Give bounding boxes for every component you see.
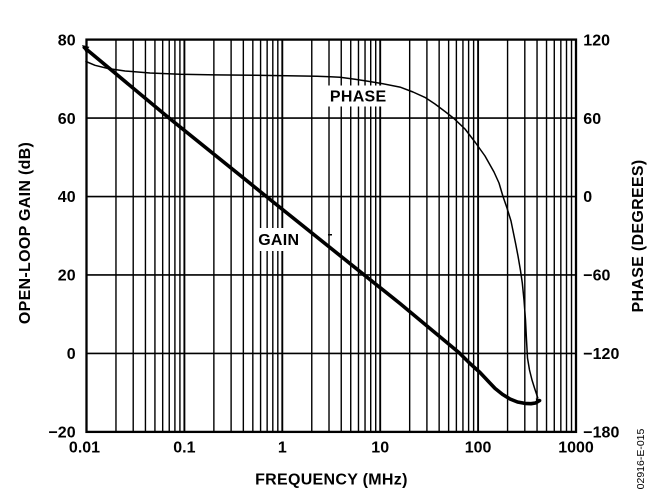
svg-text:−60: −60	[583, 268, 610, 285]
svg-text:1000: 1000	[558, 440, 594, 457]
svg-text:120: 120	[583, 32, 610, 49]
svg-text:0: 0	[67, 346, 76, 363]
svg-text:20: 20	[58, 268, 76, 285]
svg-text:0: 0	[583, 189, 592, 206]
svg-text:PHASE: PHASE	[330, 89, 387, 106]
svg-text:0.1: 0.1	[173, 440, 195, 457]
svg-text:60: 60	[58, 111, 76, 128]
svg-text:−20: −20	[48, 425, 75, 442]
svg-text:GAIN: GAIN	[258, 232, 299, 249]
svg-text:02916-E-015: 02916-E-015	[635, 428, 647, 489]
svg-text:PHASE (DEGREES): PHASE (DEGREES)	[630, 160, 647, 313]
svg-text:80: 80	[58, 32, 76, 49]
svg-text:100: 100	[465, 440, 492, 457]
svg-text:1: 1	[278, 440, 287, 457]
svg-text:60: 60	[583, 111, 601, 128]
svg-text:−120: −120	[583, 346, 619, 363]
svg-text:OPEN-LOOP GAIN (dB): OPEN-LOOP GAIN (dB)	[17, 142, 34, 324]
svg-text:FREQUENCY (MHz): FREQUENCY (MHz)	[255, 472, 408, 489]
svg-text:0.01: 0.01	[69, 440, 100, 457]
svg-text:10: 10	[371, 440, 389, 457]
svg-text:40: 40	[58, 189, 76, 206]
svg-text:−180: −180	[583, 425, 619, 442]
